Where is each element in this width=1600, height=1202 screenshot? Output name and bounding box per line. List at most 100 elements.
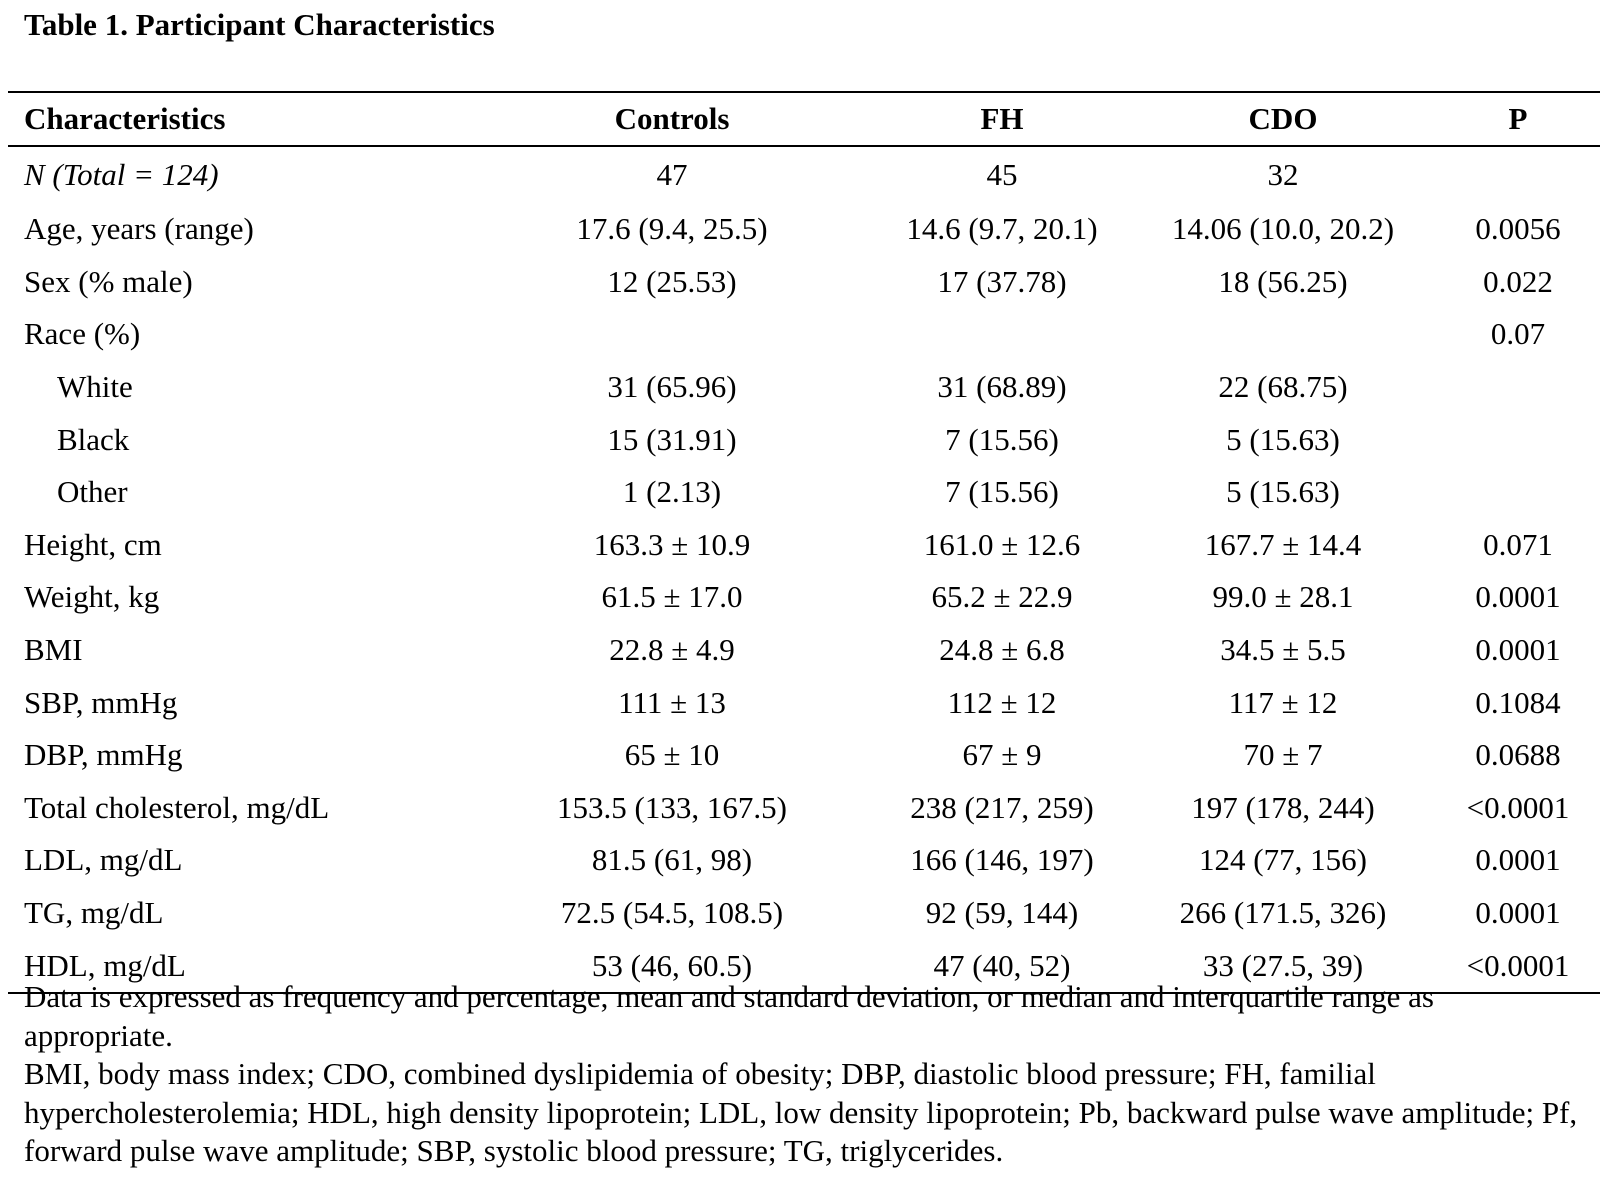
cell-controls: 15 (31.91) [607,421,737,457]
row-label: HDL, mg/dL [24,947,186,983]
cell-controls: 111 ± 13 [618,684,726,720]
header-rule [8,145,1600,147]
table-row: TG, mg/dL 72.5 (54.5, 108.5) 92 (59, 144) 2… [8,887,1600,940]
cell-controls: 47 [656,157,688,192]
cell-cdo: 197 (178, 244) [1191,789,1375,825]
footnote-data-expression: Data is expressed as frequency and perce… [24,979,1434,1053]
row-label: Other [57,474,128,510]
cell-p-value: 0.1084 [1475,684,1561,720]
cell-fh: 238 (217, 259) [910,789,1094,825]
row-label: BMI [24,632,83,668]
cell-controls: 65 ± 10 [624,737,720,773]
cell-controls: 12 (25.53) [607,263,737,299]
cell-cdo: 5 (15.63) [1226,474,1340,510]
table-row: LDL, mg/dL 81.5 (61, 98) 166 (146, 197) 124… [8,834,1600,887]
cell-p-value: 0.0001 [1475,842,1561,878]
cell-fh: 92 (59, 144) [925,895,1079,931]
header-controls: Controls [614,101,730,136]
table-row: Sex (% male) 12 (25.53) 17 (37.78) 18 (56.2… [8,256,1600,309]
cell-fh: 67 ± 9 [962,737,1042,773]
row-label: Sex (% male) [24,263,193,299]
cell-p-value: 0.0688 [1475,737,1561,773]
table-row: Race (%) 0.07 [8,308,1600,361]
row-label: LDL, mg/dL [24,842,183,878]
table-footnotes: Data is expressed as frequency and perce… [24,978,1584,1171]
cell-cdo: 266 (171.5, 326) [1179,895,1387,931]
header-cdo: CDO [1248,101,1318,136]
row-label: SBP, mmHg [24,684,178,720]
participant-characteristics-table: Characteristics Controls FH CDO P N (Tot… [8,91,1600,994]
cell-fh: 112 ± 12 [947,684,1057,720]
cell-p-value: 0.071 [1483,526,1553,562]
bottom-rule [8,991,1600,994]
cell-p-value: 0.0056 [1475,211,1561,247]
cell-fh: 166 (146, 197) [910,842,1094,878]
table-row: SBP, mmHg 111 ± 13 112 ± 12 117 ± 12 0.1084 [8,676,1600,729]
row-label: Race (%) [24,316,141,352]
cell-fh: 7 (15.56) [945,474,1059,510]
table-row: N (Total = 124) 47 45 32 [8,147,1600,203]
cell-controls: 72.5 (54.5, 108.5) [560,895,784,931]
cell-p-value: <0.0001 [1466,947,1570,983]
cell-p-value: 0.0001 [1475,632,1561,668]
cell-controls: 61.5 ± 17.0 [601,579,743,615]
row-label: Total cholesterol, mg/dL [24,789,330,825]
cell-controls: 22.8 ± 4.9 [609,632,735,668]
header-characteristics: Characteristics [24,101,226,136]
cell-p-value: 0.0001 [1475,895,1561,931]
cell-fh: 65.2 ± 22.9 [931,579,1073,615]
cell-cdo: 167.7 ± 14.4 [1204,526,1362,562]
cell-controls: 31 (65.96) [607,369,737,405]
table-row: BMI 22.8 ± 4.9 24.8 ± 6.8 34.5 ± 5.5 0.0001 [8,624,1600,677]
row-label: Age, years (range) [24,211,254,247]
row-label: Weight, kg [24,579,160,615]
cell-controls: 81.5 (61, 98) [591,842,753,878]
cell-cdo: 5 (15.63) [1226,421,1340,457]
row-label: Height, cm [24,526,162,562]
table-row: HDL, mg/dL 53 (46, 60.5) 47 (40, 52) 33 (27… [8,939,1600,992]
cell-cdo: 32 [1267,157,1299,192]
cell-cdo: 99.0 ± 28.1 [1212,579,1354,615]
cell-cdo: 124 (77, 156) [1199,842,1367,878]
cell-cdo: 117 ± 12 [1228,684,1338,720]
cell-cdo: 22 (68.75) [1218,369,1348,405]
cell-controls: 163.3 ± 10.9 [593,526,751,562]
row-label: N (Total = 124) [24,157,219,192]
row-label: White [57,369,133,405]
table-row: Black 15 (31.91) 7 (15.56) 5 (15.63) [8,413,1600,466]
cell-p-value: 0.022 [1483,263,1553,299]
cell-cdo: 14.06 (10.0, 20.2) [1171,211,1395,247]
cell-p-value: 0.07 [1490,316,1546,352]
row-label: DBP, mmHg [24,737,183,773]
header-p: P [1508,101,1528,136]
cell-controls: 53 (46, 60.5) [591,947,753,983]
table-title: Table 1. Participant Characteristics [24,7,495,42]
table-row: Height, cm 163.3 ± 10.9 161.0 ± 12.6 167.7 … [8,519,1600,572]
cell-p-value: <0.0001 [1466,789,1570,825]
table-row: Other 1 (2.13) 7 (15.56) 5 (15.63) [8,466,1600,519]
cell-fh: 14.6 (9.7, 20.1) [906,211,1098,247]
table-row: Total cholesterol, mg/dL 153.5 (133, 167.… [8,782,1600,835]
cell-fh: 7 (15.56) [945,421,1059,457]
header-fh: FH [980,101,1024,136]
footnote-abbreviations: BMI, body mass index; CDO, combined dysl… [24,1056,1578,1168]
cell-controls: 153.5 (133, 167.5) [557,789,787,825]
table-header-row: Characteristics Controls FH CDO P [8,93,1600,145]
cell-cdo: 33 (27.5, 39) [1202,947,1364,983]
table-row: DBP, mmHg 65 ± 10 67 ± 9 70 ± 7 0.0688 [8,729,1600,782]
cell-cdo: 34.5 ± 5.5 [1220,632,1346,668]
table-row: Age, years (range) 17.6 (9.4, 25.5) 14.6 (… [8,203,1600,256]
table-row: White 31 (65.96) 31 (68.89) 22 (68.75) [8,361,1600,414]
table-body: N (Total = 124) 47 45 32 Age, years (range) 1… [8,147,1600,992]
row-label: TG, mg/dL [24,895,164,931]
cell-p-value: 0.0001 [1475,579,1561,615]
cell-controls: 17.6 (9.4, 25.5) [576,211,768,247]
cell-fh: 24.8 ± 6.8 [939,632,1065,668]
cell-cdo: 18 (56.25) [1218,263,1348,299]
cell-fh: 45 [986,157,1018,192]
cell-fh: 17 (37.78) [937,263,1067,299]
cell-fh: 47 (40, 52) [933,947,1071,983]
cell-fh: 161.0 ± 12.6 [923,526,1081,562]
top-rule [8,91,1600,93]
cell-cdo: 70 ± 7 [1243,737,1323,773]
